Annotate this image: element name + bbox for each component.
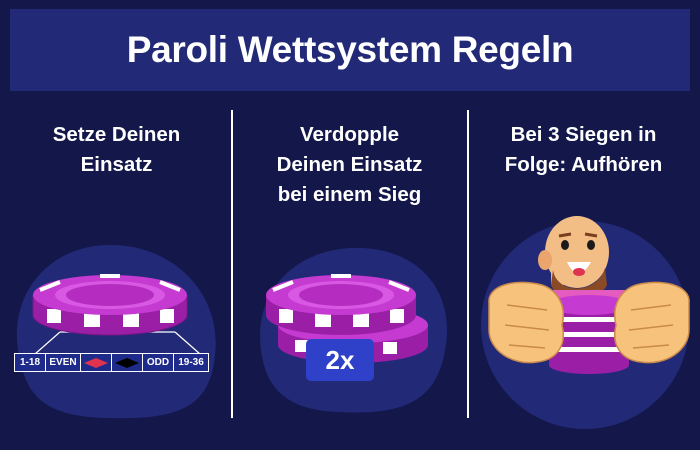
step-2-title: Verdopple Deinen Einsatz bei einem Sieg	[276, 123, 423, 206]
step-1-title: Setze Deinen Einsatz	[52, 123, 181, 176]
black-diamond-icon	[115, 357, 139, 368]
roulette-bet-row: 1-18 EVEN ODD 19-36	[14, 353, 209, 372]
step-3-title: Bei 3 Siegen in Folge: Aufhören	[504, 123, 663, 176]
bet-cell-odd: ODD	[143, 354, 173, 371]
column-divider	[231, 110, 233, 418]
title-banner: Paroli Wettsystem Regeln	[10, 9, 690, 91]
bet-cell-19-36: 19-36	[174, 354, 208, 371]
bet-cell-1-18: 1-18	[15, 354, 45, 371]
step-2-column: Verdopple Deinen Einsatz bei einem Sieg …	[233, 110, 466, 450]
bet-cell-black	[112, 354, 142, 371]
column-divider	[467, 110, 469, 418]
step-1-column: Setze Deinen Einsatz 1-18 EVEN ODD 19-36	[0, 110, 233, 450]
bet-cell-even: EVEN	[46, 354, 80, 371]
red-diamond-icon	[84, 357, 108, 368]
hands-icon	[488, 281, 690, 364]
step-3-column: Bei 3 Siegen in Folge: Aufhören	[467, 110, 700, 450]
bet-cell-red	[81, 354, 111, 371]
double-chips-illustration	[260, 247, 448, 413]
winner-with-chips-illustration	[481, 216, 690, 429]
poker-chip-icon	[32, 274, 188, 336]
page-title: Paroli Wettsystem Regeln	[126, 29, 574, 70]
poker-chip-icon	[266, 274, 416, 335]
chip-on-table-illustration	[16, 245, 216, 419]
multiplier-badge: 2x	[306, 339, 374, 381]
